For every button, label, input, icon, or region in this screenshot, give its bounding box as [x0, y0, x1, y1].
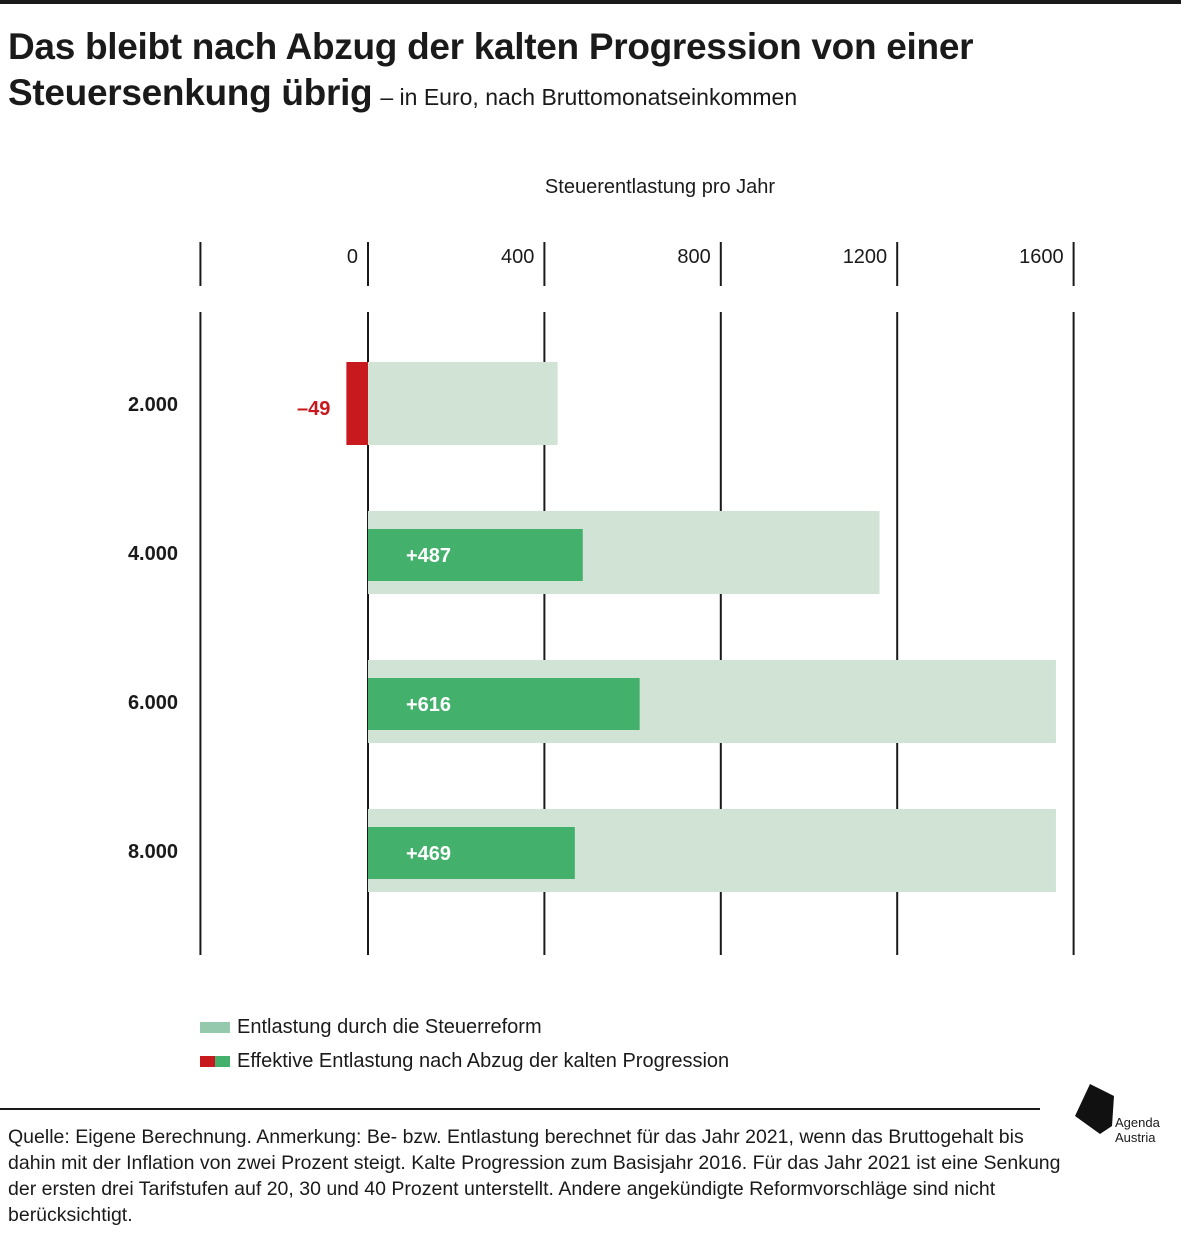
legend: Entlastung durch die Steuerreform Effekt… [200, 1010, 729, 1078]
category-label: 6.000 [128, 692, 178, 714]
category-label: 2.000 [128, 394, 178, 416]
bar-effective-negative [346, 362, 368, 445]
chart-subtitle: – in Euro, nach Bruttomonatseinkommen [380, 84, 798, 110]
data-label: +616 [406, 694, 451, 716]
bar-effective [368, 827, 575, 879]
logo-text: Agenda Austria [1115, 1115, 1160, 1145]
bar-chart: Steuerentlastung pro Jahr 0 400 800 1200 1600… [128, 176, 1075, 955]
x-axis-title: Steuerentlastung pro Jahr [545, 176, 775, 198]
legend-swatch-effective [200, 1055, 230, 1067]
legend-label-effective: Effektive Entlastung nach Abzug der kalt… [237, 1050, 730, 1072]
logo-line-2: Austria [1115, 1130, 1156, 1145]
legend-label-reform: Entlastung durch die Steuerreform [237, 1016, 542, 1038]
chart-title: Das bleibt nach Abzug der kalten Progres… [8, 24, 1168, 120]
legend-item-reform: Entlastung durch die Steuerreform [200, 1010, 729, 1044]
data-label: +487 [406, 545, 451, 567]
top-rule [0, 0, 1181, 4]
title-text: Das bleibt nach Abzug der kalten Progres… [8, 26, 974, 113]
legend-item-effective: Effektive Entlastung nach Abzug der kalt… [200, 1044, 729, 1078]
x-tick-label: 0 [347, 246, 358, 268]
bar-effective [368, 678, 640, 730]
footer-rule [0, 1108, 1040, 1110]
agenda-austria-logo [1075, 1084, 1114, 1134]
logo-mark-icon [1075, 1084, 1114, 1134]
category-label: 8.000 [128, 841, 178, 863]
category-label: 4.000 [128, 543, 178, 565]
data-label: +469 [406, 843, 451, 865]
bar-effective [368, 529, 583, 581]
bar-reform [368, 362, 558, 445]
logo-line-1: Agenda [1115, 1115, 1160, 1130]
x-tick-label: 1600 [1019, 246, 1064, 268]
x-tick-label: 400 [501, 246, 534, 268]
x-tick-label: 1200 [843, 246, 888, 268]
legend-swatch-reform [200, 1021, 230, 1033]
source-footnote: Quelle: Eigene Berechnung. Anmerkung: Be… [8, 1126, 1061, 1226]
data-label: –49 [297, 398, 330, 420]
x-tick-label: 800 [677, 246, 710, 268]
